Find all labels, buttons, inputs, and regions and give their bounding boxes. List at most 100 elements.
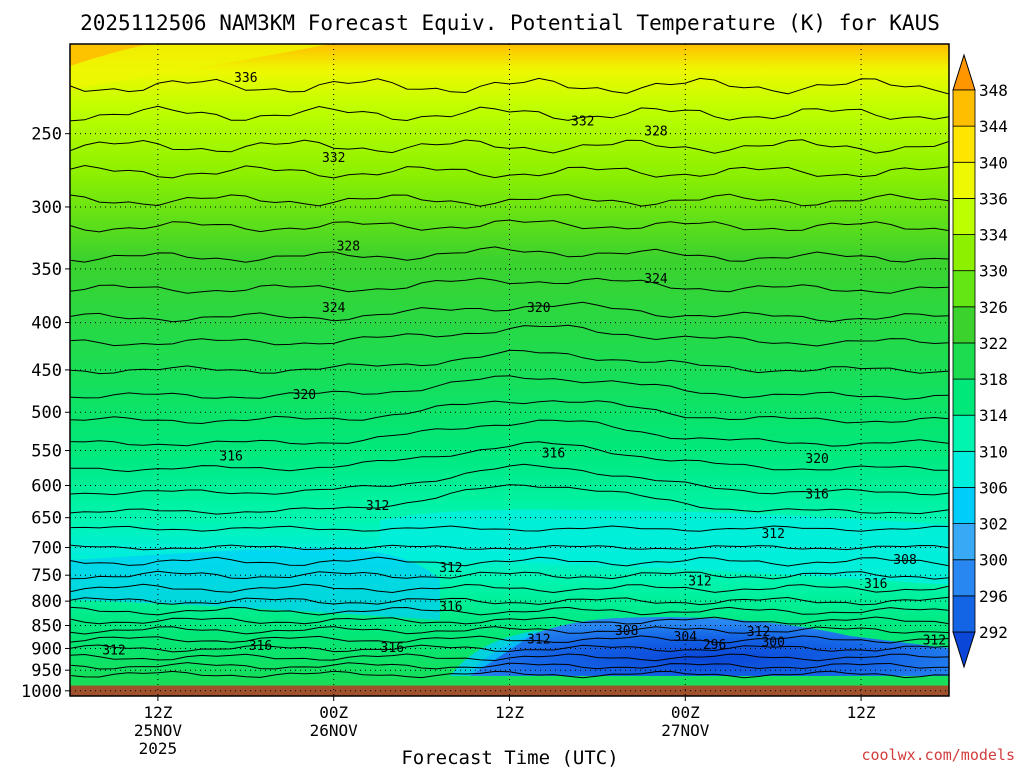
contour-label: 320 <box>293 388 316 403</box>
contour-line <box>70 544 949 551</box>
contour-line <box>70 219 949 233</box>
contour-label: 316 <box>864 577 887 592</box>
x-tick-date: 27NOV <box>661 721 710 740</box>
contour-label: 328 <box>337 239 360 254</box>
contour-line <box>70 463 949 496</box>
chart-title: 2025112506 NAM3KM Forecast Equiv. Potent… <box>80 11 940 35</box>
y-tick-label: 1000 <box>21 682 62 702</box>
contour-line <box>70 105 949 122</box>
contour-label: 324 <box>644 272 668 287</box>
y-tick-label: 950 <box>31 661 62 681</box>
y-tick-label: 900 <box>31 639 62 659</box>
ground-terrain <box>70 685 949 696</box>
contour-line <box>70 301 949 323</box>
contour-line <box>70 419 949 447</box>
colorbar: 292 296 300 302 306 310 314 318 322 326 330 334 336 3… <box>952 53 1008 669</box>
x-tick-date: 26NOV <box>310 721 359 740</box>
y-tick-label: 800 <box>31 592 62 612</box>
contour-line <box>70 583 949 594</box>
contour-label: 324 <box>322 301 346 316</box>
contour-label: 328 <box>644 124 667 139</box>
colorbar-label: 318 <box>979 370 1008 389</box>
contour-label: 300 <box>761 636 784 651</box>
colorbar-swatch <box>952 450 976 488</box>
y-tick-label: 250 <box>31 125 62 145</box>
y-tick-label: 450 <box>31 361 62 381</box>
contour-line <box>70 400 949 425</box>
contour-label: 316 <box>542 447 565 462</box>
contour-label: 312 <box>102 643 125 658</box>
contour-line <box>70 596 949 606</box>
colorbar-swatch <box>952 306 976 344</box>
plot-area <box>70 44 949 696</box>
colorbar-label: 292 <box>979 623 1008 642</box>
contour-line <box>70 662 949 670</box>
contour-label: 312 <box>747 625 770 640</box>
contour-label: 312 <box>527 633 550 648</box>
colorbar-swatch <box>952 161 976 199</box>
colorbar-label: 340 <box>979 153 1008 172</box>
y-axis: 250 300 350 400 450 500 550 600 650 700 750 800 850 9… <box>21 125 70 702</box>
contour-line <box>70 606 949 616</box>
contour-label: 316 <box>805 487 828 502</box>
contour-label: 312 <box>688 575 711 590</box>
colorbar-swatch <box>952 559 976 597</box>
x-tick-label: 12Z <box>847 703 876 722</box>
contour-label: 312 <box>366 499 389 514</box>
colorbar-label: 300 <box>979 551 1008 570</box>
x-tick-label: 12Z <box>143 703 172 722</box>
colorbar-label: 344 <box>979 117 1008 136</box>
x-tick-label: 00Z <box>671 703 700 722</box>
contour-label: 336 <box>234 71 257 86</box>
contour-line <box>70 644 949 653</box>
contour-label: 316 <box>249 639 272 654</box>
colorbar-label: 310 <box>979 442 1008 461</box>
gridlines <box>70 44 949 696</box>
colorbar-swatch <box>952 342 976 380</box>
contour-label: 320 <box>527 301 550 316</box>
contour-label: 332 <box>322 151 345 166</box>
contour-label: 308 <box>615 624 638 639</box>
y-tick-label: 700 <box>31 538 62 558</box>
contour-line <box>70 375 949 400</box>
contour-line <box>70 626 949 635</box>
contour-lines <box>70 77 949 679</box>
contour-label: 304 <box>674 630 698 645</box>
colorbar-swatch <box>952 487 976 525</box>
contour-labels: 336 332 332 328 328 324 324 320 320 320 316 316 316 3… <box>102 71 946 659</box>
colorbar-label: 326 <box>979 298 1008 317</box>
contour-line <box>70 670 949 679</box>
contour-line <box>70 441 949 473</box>
colorbar-label: 302 <box>979 515 1008 534</box>
y-tick-label: 600 <box>31 477 62 497</box>
colorbar-swatch <box>952 270 976 308</box>
colorbar-label: 296 <box>979 587 1008 606</box>
contour-line <box>70 139 949 154</box>
contour-label: 316 <box>439 600 462 615</box>
contour-label: 312 <box>923 633 946 648</box>
contour-label: 316 <box>381 641 404 656</box>
colorbar-swatch <box>952 595 976 633</box>
contour-line <box>70 616 949 625</box>
colorbar-swatch <box>952 378 976 416</box>
y-tick-label: 350 <box>31 260 62 280</box>
contour-label: 296 <box>703 638 726 653</box>
warm-top-corner <box>70 44 150 66</box>
x-tick-label: 12Z <box>495 703 524 722</box>
colorbar-label: 334 <box>979 226 1008 245</box>
contour-label: 332 <box>571 115 594 130</box>
colorbar-swatch <box>952 125 976 163</box>
x-tick-year: 2025 <box>139 739 178 758</box>
colorbar-label: 314 <box>979 406 1008 425</box>
contour-line <box>70 77 949 95</box>
contour-line <box>70 349 949 375</box>
warm-top-band <box>70 44 330 90</box>
contour-label: 312 <box>439 561 462 576</box>
colorbar-top-arrow <box>952 53 976 91</box>
y-tick-label: 850 <box>31 616 62 636</box>
cold-dome-edge <box>450 630 540 676</box>
contour-line <box>70 277 949 294</box>
colorbar-swatch <box>952 414 976 452</box>
